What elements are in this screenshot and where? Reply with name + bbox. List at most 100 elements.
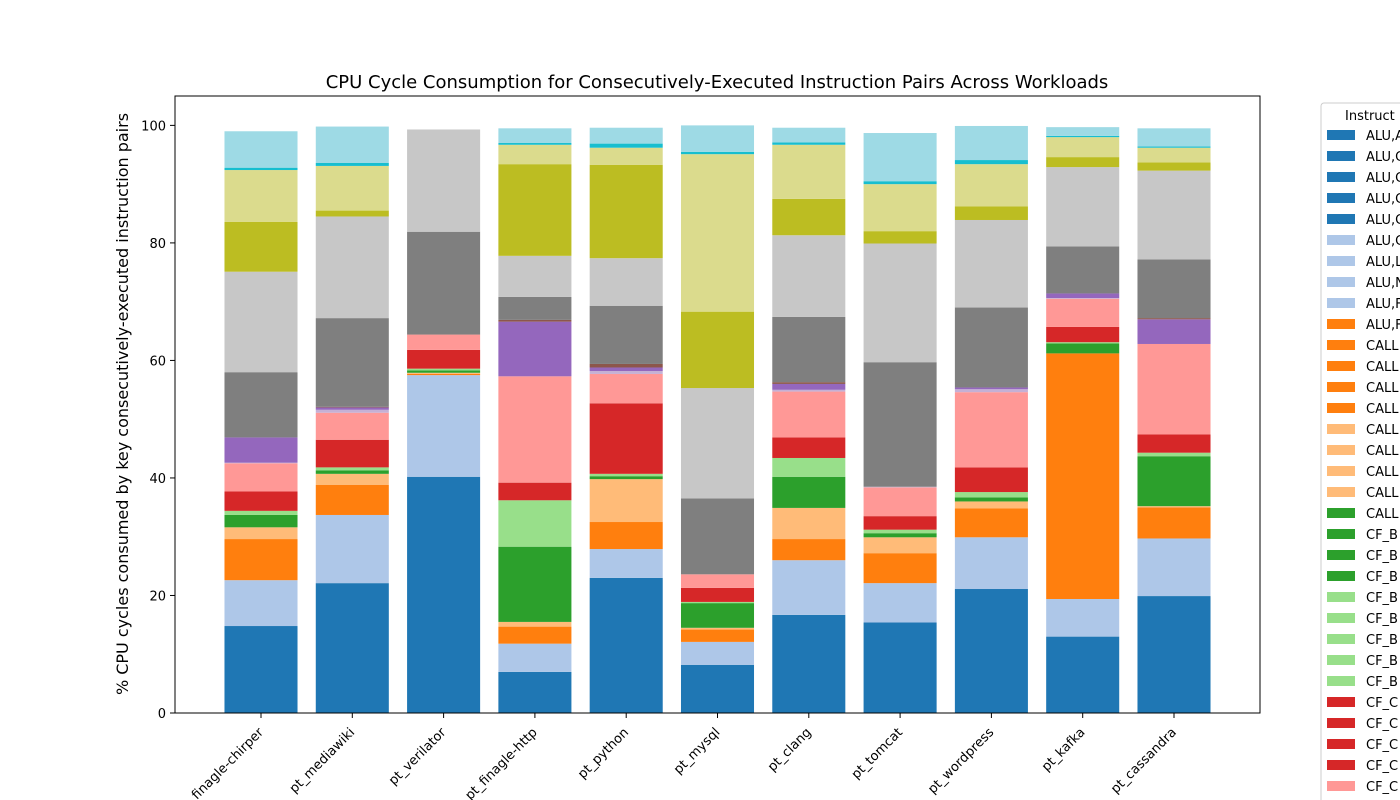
legend-entry: ALU,C bbox=[1366, 192, 1400, 207]
bar-segment-pt_clang-series-0 bbox=[772, 614, 846, 713]
legend-swatch bbox=[1327, 235, 1355, 245]
bar-segment-pt_tomcat-series-3 bbox=[863, 537, 937, 554]
legend-swatch bbox=[1327, 256, 1355, 266]
bar-segment-pt_python-series-3 bbox=[589, 479, 663, 523]
y-axis-label: % CPU cycles consumed by key consecutive… bbox=[113, 113, 132, 695]
legend-swatch bbox=[1327, 529, 1355, 539]
bar-segment-pt_tomcat-series-15 bbox=[863, 181, 937, 185]
legend-swatch bbox=[1327, 151, 1355, 161]
bar-segment-pt_mysql-series-2 bbox=[680, 629, 755, 642]
bar-segment-pt_kafka-series-0 bbox=[1046, 636, 1120, 713]
bar-segment-pt_cassandra-series-0 bbox=[1137, 596, 1211, 713]
bar-segment-pt_clang-series-9 bbox=[772, 383, 846, 390]
bar-segment-pt_mediawiki-series-5 bbox=[315, 467, 389, 471]
bar-segment-finagle-chirper-series-16 bbox=[224, 131, 298, 168]
legend-entry: ALU,N bbox=[1366, 276, 1400, 291]
legend-entry: CF_C bbox=[1366, 759, 1398, 774]
bar-segment-pt_finagle-http-series-3 bbox=[498, 621, 572, 627]
bar-segment-pt_python-series-10 bbox=[589, 363, 663, 368]
bar-segment-pt_python-series-13 bbox=[589, 164, 663, 259]
bar-segment-pt_mediawiki-series-11 bbox=[315, 318, 389, 407]
bar-segment-pt_kafka-series-9 bbox=[1046, 293, 1120, 299]
bar-segment-pt_mediawiki-series-12 bbox=[315, 216, 389, 319]
legend-swatch bbox=[1327, 739, 1355, 749]
bar-segment-pt_finagle-http-series-2 bbox=[498, 626, 572, 644]
legend-swatch bbox=[1327, 298, 1355, 308]
legend-entry: ALU,A bbox=[1366, 129, 1400, 144]
legend-title: Instruct bbox=[1345, 109, 1395, 124]
bar-segment-pt_kafka-series-15 bbox=[1046, 135, 1120, 138]
bar-segment-pt_verilator-series-6 bbox=[407, 349, 481, 369]
bar-segment-pt_tomcat-series-11 bbox=[863, 362, 937, 487]
bar-segment-pt_python-series-4 bbox=[589, 476, 663, 480]
bar-segment-pt_clang-series-5 bbox=[772, 457, 846, 477]
legend-entry: CF_B bbox=[1366, 528, 1398, 543]
bar-segment-pt_python-series-15 bbox=[589, 143, 663, 148]
legend-swatch bbox=[1327, 340, 1355, 350]
bar-segment-pt_finagle-http-series-9 bbox=[498, 321, 572, 377]
x-tick-label: pt_wordpress bbox=[925, 725, 997, 797]
bar-segment-pt_mediawiki-series-6 bbox=[315, 439, 389, 468]
bar-segment-pt_finagle-http-series-7 bbox=[498, 376, 572, 483]
bar-segment-pt_mediawiki-series-7 bbox=[315, 412, 389, 440]
x-tick-label: pt_kafka bbox=[1039, 725, 1088, 774]
legend-swatch bbox=[1327, 613, 1355, 623]
bar-segment-finagle-chirper-series-12 bbox=[224, 271, 298, 373]
bar-segment-pt_clang-series-4 bbox=[772, 476, 846, 508]
bar-segment-finagle-chirper-series-9 bbox=[224, 437, 298, 463]
bar-segment-pt_verilator-series-7 bbox=[407, 334, 481, 350]
bar-segment-pt_mediawiki-series-4 bbox=[315, 470, 389, 474]
legend-entry: CF_B bbox=[1366, 549, 1398, 564]
bar-segment-pt_wordpress-series-13 bbox=[954, 206, 1028, 220]
bar-segment-pt_wordpress-series-16 bbox=[954, 125, 1028, 161]
y-tick-label: 20 bbox=[149, 589, 166, 604]
bar-segment-pt_kafka-series-11 bbox=[1046, 246, 1120, 294]
bar-segment-pt_clang-series-7 bbox=[772, 391, 846, 438]
bar-segment-pt_clang-series-3 bbox=[772, 507, 846, 540]
bar-segment-finagle-chirper-series-3 bbox=[224, 527, 298, 540]
legend-entry: CF_C bbox=[1366, 780, 1398, 795]
bar-segment-pt_cassandra-series-11 bbox=[1137, 259, 1211, 319]
bar-segment-pt_clang-series-2 bbox=[772, 539, 846, 561]
x-tick-label: finagle-chirper bbox=[189, 725, 267, 800]
bar-segment-pt_finagle-http-series-14 bbox=[498, 144, 572, 165]
legend-swatch bbox=[1327, 571, 1355, 581]
legend-swatch bbox=[1327, 550, 1355, 560]
bar-segment-pt_mysql-series-11 bbox=[680, 498, 755, 575]
legend-entry: ALU,C bbox=[1366, 213, 1400, 228]
bar-segment-pt_kafka-series-2 bbox=[1046, 353, 1120, 599]
legend-entry: CALL bbox=[1366, 465, 1399, 480]
legend-entry: CF_B bbox=[1366, 591, 1398, 606]
x-tick-label: pt_mysql bbox=[671, 725, 723, 777]
bar-segment-pt_mediawiki-series-3 bbox=[315, 473, 389, 485]
y-tick-label: 0 bbox=[158, 707, 166, 722]
bar-segment-pt_kafka-series-13 bbox=[1046, 157, 1120, 168]
x-tick-label: pt_finagle-http bbox=[463, 725, 541, 800]
legend-entry: CF_C bbox=[1366, 696, 1398, 711]
bar-segment-pt_clang-series-1 bbox=[772, 560, 846, 615]
bar-segment-pt_mediawiki-series-13 bbox=[315, 210, 389, 217]
bar-segment-pt_mysql-series-13 bbox=[680, 311, 755, 389]
bar-segment-pt_python-series-12 bbox=[589, 258, 663, 306]
legend-entry: CF_B bbox=[1366, 570, 1398, 585]
bar-segment-finagle-chirper-series-4 bbox=[224, 514, 298, 528]
legend-entry: CF_B bbox=[1366, 612, 1398, 627]
bar-segment-pt_clang-series-15 bbox=[772, 142, 846, 145]
x-tick-label: pt_tomcat bbox=[849, 725, 906, 782]
bar-segment-pt_tomcat-series-6 bbox=[863, 516, 937, 530]
legend-entry: ALU,F bbox=[1366, 318, 1400, 333]
bar-segment-pt_python-series-16 bbox=[589, 127, 663, 144]
bar-segment-pt_clang-series-10 bbox=[772, 382, 846, 384]
legend-entry: CALL bbox=[1366, 423, 1399, 438]
legend-entry: ALU,F bbox=[1366, 297, 1400, 312]
legend-swatch bbox=[1327, 508, 1355, 518]
bar-segment-pt_tomcat-series-16 bbox=[863, 133, 937, 182]
bar-segment-pt_mediawiki-series-9 bbox=[315, 407, 389, 410]
bar-segment-pt_finagle-http-series-10 bbox=[498, 319, 572, 322]
bar-segment-pt_wordpress-series-1 bbox=[954, 537, 1028, 590]
x-tick-label: pt_clang bbox=[765, 725, 815, 775]
bar-segment-pt_verilator-series-3 bbox=[407, 372, 481, 374]
y-tick-label: 40 bbox=[149, 472, 166, 487]
bar-segment-pt_wordpress-series-6 bbox=[954, 467, 1028, 493]
bar-segment-pt_wordpress-series-12 bbox=[954, 219, 1028, 308]
